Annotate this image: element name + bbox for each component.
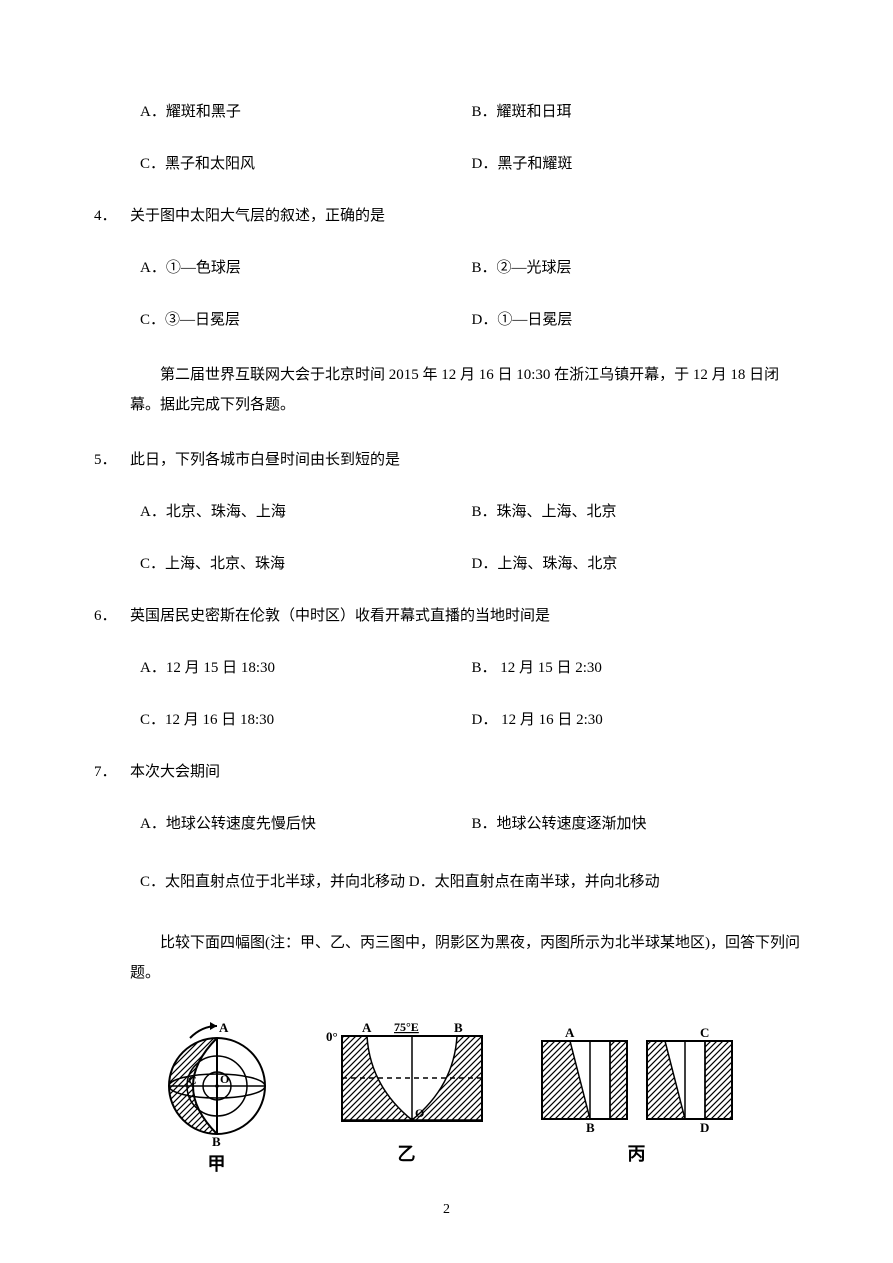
q7-option-d: D．太阳直射点在南半球，并向北移动: [409, 874, 660, 890]
q5-options-row2: C．上海、北京、珠海 D．上海、珠海、北京: [90, 552, 803, 576]
figure-bing-label-b: B: [586, 1120, 595, 1135]
figure-jia-label-b: B: [212, 1134, 221, 1146]
figure-bing-label-d: D: [700, 1120, 709, 1135]
q6-options-row2: C．12 月 16 日 18:30 D． 12 月 16 日 2:30: [90, 708, 803, 732]
passage-2: 比较下面四幅图(注：甲、乙、丙三图中，阴影区为黑夜，丙图所示为北半球某地区)，回…: [90, 928, 803, 988]
figure-yi-label-b: B: [454, 1020, 463, 1035]
passage-1: 第二届世界互联网大会于北京时间 2015 年 12 月 16 日 10:30 在…: [90, 360, 803, 420]
q4-number: 4．: [94, 204, 130, 228]
figure-yi-svg: 0° A 75°E B O: [322, 1016, 492, 1136]
q3-option-c: C．黑子和太阳风: [140, 152, 472, 176]
q6-number: 6．: [94, 604, 130, 628]
figure-bing-label-c: C: [700, 1025, 709, 1040]
q3-options-row2: C．黑子和太阳风 D．黑子和耀斑: [90, 152, 803, 176]
q3-options-row1: A．耀斑和黑子 B．耀斑和日珥: [90, 100, 803, 124]
q3-option-b: B．耀斑和日珥: [472, 100, 804, 124]
q7-number: 7．: [94, 760, 130, 784]
q7-question: 7． 本次大会期间: [90, 760, 803, 784]
q7-option-a: A．地球公转速度先慢后快: [140, 812, 472, 836]
q4-option-a: A．①—色球层: [140, 256, 472, 280]
figure-jia-label-o: O: [220, 1072, 229, 1086]
figure-yi-lon: 75°E: [394, 1020, 419, 1034]
q5-option-d: D．上海、珠海、北京: [472, 552, 804, 576]
figure-jia-svg: A B C O: [152, 1016, 282, 1146]
q6-option-a: A．12 月 15 日 18:30: [140, 656, 472, 680]
q5-options-row1: A．北京、珠海、上海 B．珠海、上海、北京: [90, 500, 803, 524]
q5-option-a: A．北京、珠海、上海: [140, 500, 472, 524]
q7-options-row2: C．太阳直射点位于北半球，并向北移动 D．太阳直射点在南半球，并向北移动: [90, 864, 803, 900]
figure-yi: 0° A 75°E B O 乙: [322, 1016, 492, 1179]
q4-options-row1: A．①—色球层 B．②—光球层: [90, 256, 803, 280]
q6-question: 6． 英国居民史密斯在伦敦（中时区）收看开幕式直播的当地时间是: [90, 604, 803, 628]
q3-option-a: A．耀斑和黑子: [140, 100, 472, 124]
figure-bing-svg: A B C D: [532, 1016, 742, 1136]
q6-options-row1: A．12 月 15 日 18:30 B． 12 月 15 日 2:30: [90, 656, 803, 680]
q5-question: 5． 此日，下列各城市白昼时间由长到短的是: [90, 448, 803, 472]
q5-text: 此日，下列各城市白昼时间由长到短的是: [130, 448, 400, 472]
q5-option-b: B．珠海、上海、北京: [472, 500, 804, 524]
figure-yi-zero: 0°: [326, 1029, 338, 1044]
q4-question: 4． 关于图中太阳大气层的叙述，正确的是: [90, 204, 803, 228]
q7-option-c: C．太阳直射点位于北半球，并向北移动: [140, 874, 405, 890]
figure-row: A B C O 甲 0° A 75°E B: [90, 1016, 803, 1179]
q4-options-row2: C．③—日冕层 D．①—日冕层: [90, 308, 803, 332]
q6-option-c: C．12 月 16 日 18:30: [140, 708, 472, 732]
figure-jia-label-c: C: [188, 1073, 197, 1087]
q7-options-row1: A．地球公转速度先慢后快 B．地球公转速度逐渐加快: [90, 812, 803, 836]
q4-option-c: C．③—日冕层: [140, 308, 472, 332]
figure-yi-label-o: O: [415, 1106, 424, 1120]
q5-option-c: C．上海、北京、珠海: [140, 552, 472, 576]
q6-option-b: B． 12 月 15 日 2:30: [472, 656, 804, 680]
q5-number: 5．: [94, 448, 130, 472]
q4-option-d: D．①—日冕层: [472, 308, 804, 332]
q4-text: 关于图中太阳大气层的叙述，正确的是: [130, 204, 385, 228]
q3-option-d: D．黑子和耀斑: [472, 152, 804, 176]
q4-option-b: B．②—光球层: [472, 256, 804, 280]
figure-yi-caption: 乙: [322, 1140, 492, 1169]
q6-text: 英国居民史密斯在伦敦（中时区）收看开幕式直播的当地时间是: [130, 604, 550, 628]
figure-jia: A B C O 甲: [152, 1016, 282, 1179]
page-number: 2: [90, 1199, 803, 1221]
figure-yi-label-a: A: [362, 1020, 372, 1035]
figure-bing-caption: 丙: [532, 1140, 742, 1169]
q7-option-b: B．地球公转速度逐渐加快: [472, 812, 804, 836]
q6-option-d: D． 12 月 16 日 2:30: [472, 708, 804, 732]
figure-bing-label-a: A: [565, 1025, 575, 1040]
figure-jia-label-a: A: [219, 1020, 229, 1035]
q7-text: 本次大会期间: [130, 760, 220, 784]
figure-bing: A B C D 丙: [532, 1016, 742, 1179]
figure-jia-caption: 甲: [152, 1150, 282, 1179]
